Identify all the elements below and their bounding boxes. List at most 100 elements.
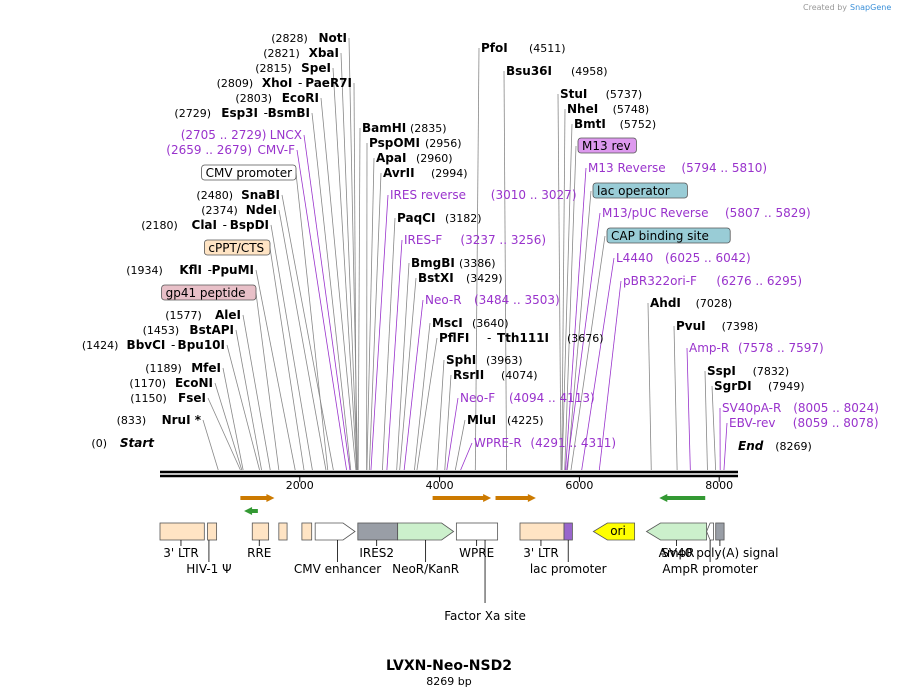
site-bsu36i: Bsu36I (4958) — [506, 64, 608, 78]
site-bmgbi: BmgBI (3386) — [411, 256, 496, 270]
site-position: (3182) — [445, 212, 482, 225]
leader-cap-binding-site — [570, 235, 606, 471]
feature-3-ltr — [519, 522, 565, 541]
site-apai: ApaI (2960) — [376, 151, 453, 165]
leader-rsrii — [444, 374, 452, 471]
site-separator: - — [487, 331, 491, 345]
feature-hiv-1 — [207, 522, 218, 541]
leader-sphi — [436, 359, 445, 471]
site-nhei: NheI (5748) — [567, 102, 649, 116]
feature-range: (5794 .. 5810) — [681, 161, 767, 175]
site-name: PaqCI — [397, 211, 435, 225]
site-spei: SpeI (2815) — [255, 61, 331, 75]
bottom-label-text: WPRE — [459, 546, 494, 560]
leader-bmgbi — [396, 262, 410, 471]
feature-shape — [357, 522, 399, 541]
leader-lac-operator — [567, 190, 592, 471]
site-m13-puc-reverse: M13/pUC Reverse (5807 .. 5829) — [602, 206, 811, 220]
feature-range: (4291 .. 4311) — [530, 436, 616, 450]
backbone — [160, 470, 738, 478]
leader-esp3i — [311, 112, 352, 471]
site-pflfi: PflFI - Tth111I (3676) — [439, 331, 604, 345]
site-noti: NotI (2828) — [271, 31, 347, 45]
site-start: Start (0) — [91, 436, 155, 450]
primer-bar — [663, 496, 706, 500]
feature-name: Neo-F — [460, 391, 495, 405]
site-name-alt: PaeR7I — [305, 76, 352, 90]
bottom-label-ampr-promoter: AmpR promoter — [662, 540, 758, 576]
site-ebv-rev: EBV-rev (8059 .. 8078) — [729, 416, 879, 430]
leader-mfei — [222, 367, 244, 471]
feature-shape — [251, 522, 270, 541]
feature-name: Amp-R — [689, 341, 729, 355]
leader-kfli — [255, 269, 296, 471]
site-bstxi: BstXI (3429) — [418, 271, 503, 285]
site-ires-reverse: IRES reverse (3010 .. 3027) — [390, 188, 577, 202]
feature-box-label: lac operator — [597, 184, 670, 198]
site-name: BstAPI — [189, 323, 234, 337]
site-name: End — [738, 439, 764, 453]
feature-name: LNCX — [270, 128, 302, 142]
site-position: (2815) — [255, 62, 292, 75]
leader-pbr322ori-f — [598, 280, 622, 471]
feature-shape — [563, 522, 573, 541]
site-separator: - — [223, 218, 227, 232]
feature-shape — [159, 522, 205, 541]
leader-neo-f — [446, 397, 459, 471]
feature-name: Neo-R — [425, 293, 462, 307]
feature-shape — [715, 522, 725, 541]
feature-cppt-cts — [278, 522, 288, 541]
leader-ecori — [320, 97, 357, 471]
feature-ori: ori — [592, 522, 636, 541]
site-separator: - — [171, 338, 175, 352]
leader-amp-r — [686, 347, 691, 471]
feature-range: (2705 .. 2729) — [181, 128, 267, 142]
feature-name: SV40pA-R — [722, 401, 781, 415]
leader-bstapi — [235, 329, 262, 471]
site-ndei: NdeI (2374) — [201, 203, 277, 217]
site-name: StuI — [560, 87, 587, 101]
bottom-label-text: AmpR — [659, 546, 695, 560]
site-position: (2835) — [410, 122, 447, 135]
leader-bsu36i — [503, 70, 507, 471]
primer-head — [527, 494, 536, 502]
site-position: (1170) — [129, 377, 166, 390]
primer-arrow — [240, 494, 275, 502]
leader-neo-r — [403, 299, 424, 471]
site-paqci: PaqCI (3182) — [397, 211, 482, 225]
leader-nrui — [202, 419, 219, 471]
leader-apai — [366, 157, 375, 471]
leader-sgrdi — [711, 385, 717, 471]
site-econi: EcoNI (1170) — [129, 376, 213, 390]
site-lncx: LNCX(2705 .. 2729) — [181, 128, 302, 142]
site-position: (1150) — [130, 392, 167, 405]
leader-nhei — [561, 108, 566, 471]
leader-ebv-rev — [723, 422, 728, 471]
feature-shape — [519, 522, 565, 541]
feature-range: (7578 .. 7597) — [738, 341, 824, 355]
feature-box-label: CAP binding site — [611, 229, 709, 243]
site-neo-f: Neo-F (4094 .. 4113) — [460, 391, 595, 405]
site-name: PspOMI — [369, 136, 420, 150]
feature-box-label: M13 rev — [582, 139, 631, 153]
feature-box-rect — [592, 182, 688, 199]
site-bmti: BmtI (5752) — [574, 117, 656, 131]
site-alei: AleI (1577) — [165, 308, 241, 322]
leader-spei — [332, 67, 358, 471]
leader-m13-puc-reverse — [566, 212, 601, 471]
feature-box-gp41-peptide: gp41 peptide — [161, 284, 257, 301]
site-position: (2374) — [201, 204, 238, 217]
leader-m13-rev — [564, 145, 577, 471]
leader-mlui — [454, 419, 466, 471]
site-labels: NotI(2828)XbaI(2821)SpeI(2815)PaeR7I-Xho… — [82, 31, 879, 453]
site-ires-f: IRES-F (3237 .. 3256) — [404, 233, 546, 247]
site-position: (4958) — [571, 65, 608, 78]
leader-msci — [414, 322, 431, 471]
feature-name: IRES-F — [404, 233, 442, 247]
primer-head — [659, 494, 668, 502]
site-bamhi: BamHI (2835) — [362, 121, 447, 135]
leader-clai — [270, 224, 313, 471]
site-kfli: PpuMI-KflI (1934) — [126, 263, 254, 277]
feature-ires2 — [357, 522, 399, 541]
leader-l4440 — [581, 257, 615, 471]
